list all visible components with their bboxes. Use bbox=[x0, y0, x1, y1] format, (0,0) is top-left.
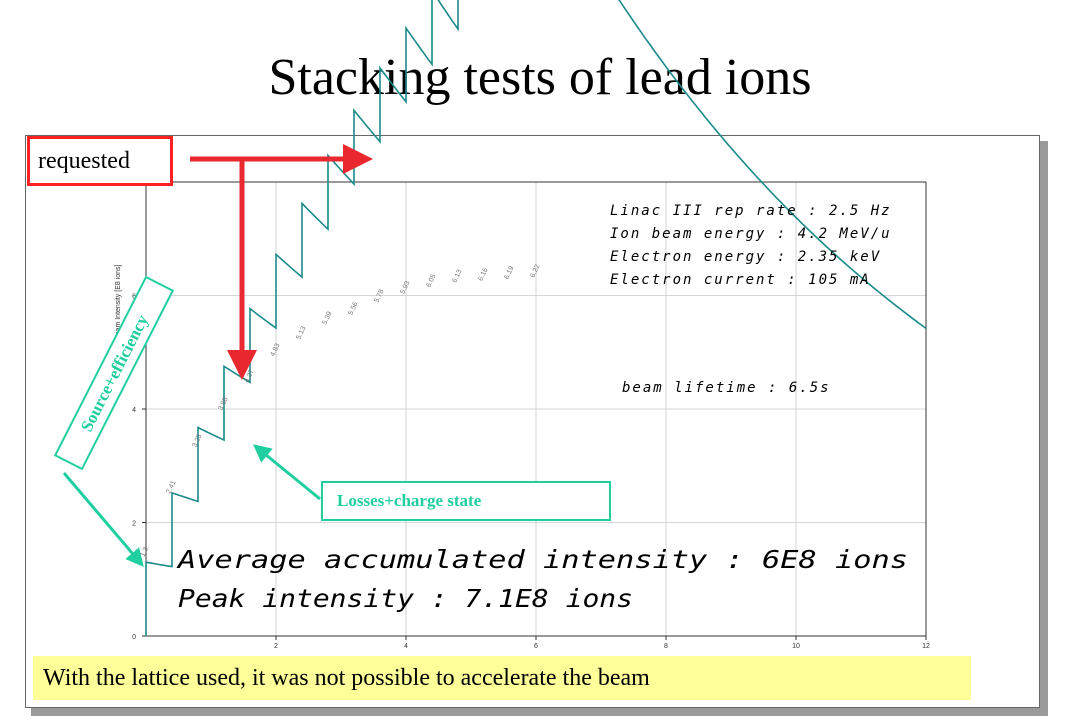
source-efficiency-box: Source+efficiency bbox=[53, 275, 175, 471]
intensity-curve bbox=[145, 0, 927, 636]
requested-label: requested bbox=[27, 136, 173, 186]
chart-panel bbox=[25, 135, 1040, 708]
peak-label-9: 5.78 bbox=[373, 288, 385, 303]
peak-label-11: 6.05 bbox=[425, 273, 437, 288]
peak-intensity-note: Peak intensity : 7.1E8 ions bbox=[178, 584, 633, 613]
y-tick-label-3: 6 bbox=[132, 294, 136, 301]
chart-axes bbox=[142, 181, 927, 640]
y-axis-label: Beam Intensity [E8 ions] bbox=[115, 264, 122, 340]
lifetime-note: beam lifetime : 6.5s bbox=[622, 380, 831, 396]
y-tick-label-1: 2 bbox=[132, 521, 136, 528]
param-electron-energy: Electron energy : 2.35 keV bbox=[610, 249, 881, 265]
y-tick-label-0: 0 bbox=[132, 634, 136, 641]
peak-label-1: 2.41 bbox=[165, 480, 177, 495]
peak-label-5: 4.83 bbox=[269, 342, 281, 357]
peak-label-4: 4.37 bbox=[243, 368, 255, 383]
param-electron-current: Electron current : 105 mA bbox=[610, 272, 871, 288]
parameters-box: Linac III rep rate : 2.5 Hz Ion beam ene… bbox=[610, 203, 892, 288]
param-linac-rate: Linac III rep rate : 2.5 Hz bbox=[610, 203, 892, 219]
peak-label-2: 3.23 bbox=[191, 433, 203, 448]
x-tick-label-5: 12 bbox=[922, 643, 930, 650]
grid-lines bbox=[146, 182, 927, 636]
losses-label: Losses+charge state bbox=[321, 481, 611, 521]
slide-title: Stacking tests of lead ions bbox=[268, 49, 812, 106]
losses-arrow bbox=[253, 444, 321, 501]
x-tick-label-1: 4 bbox=[404, 643, 408, 650]
peak-label-6: 5.13 bbox=[295, 325, 307, 340]
tick-labels: 2 4 6 8 10 12 0 2 4 6 bbox=[132, 294, 930, 651]
peak-label-12: 6.13 bbox=[451, 269, 463, 284]
peak-label-13: 6.16 bbox=[477, 267, 489, 282]
peak-label-7: 5.39 bbox=[321, 311, 333, 326]
peak-label-14: 6.19 bbox=[503, 265, 515, 280]
peak-label-8: 5.56 bbox=[347, 301, 359, 316]
peak-label-15: 6.22 bbox=[529, 263, 541, 278]
y-tick-label-2: 4 bbox=[132, 407, 136, 414]
x-tick-label-3: 8 bbox=[664, 643, 668, 650]
source-arrow bbox=[62, 472, 144, 567]
bottom-note: With the lattice used, it was not possib… bbox=[33, 656, 971, 700]
x-tick-label-2: 6 bbox=[534, 643, 538, 650]
x-tick-label-0: 2 bbox=[274, 643, 278, 650]
param-ion-energy: Ion beam energy : 4.2 MeV/u bbox=[610, 226, 892, 242]
peak-label-10: 5.93 bbox=[399, 280, 411, 295]
peak-label-0: 1.3 bbox=[139, 546, 150, 558]
average-intensity-note: Average accumulated intensity : 6E8 ions bbox=[176, 545, 908, 574]
x-tick-label-4: 10 bbox=[792, 643, 800, 650]
